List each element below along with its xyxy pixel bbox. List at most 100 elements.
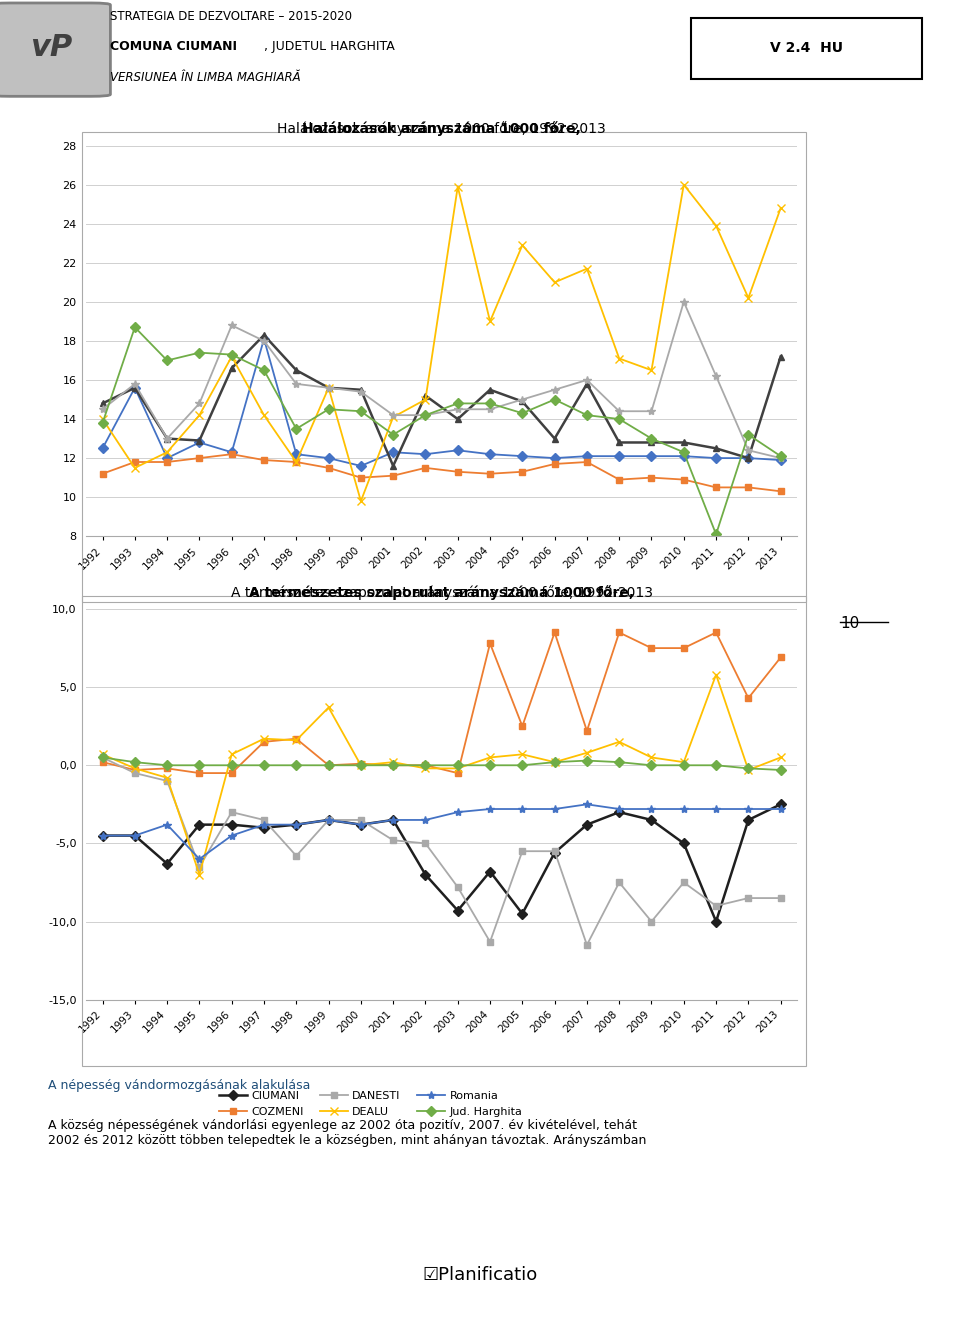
DEALU: [484, 396, 495, 412]
Text: A természetes szaporulat arányszáma 1000 főre, 1992-2013: A természetes szaporulat arányszáma 1000…: [230, 585, 653, 600]
COZMENI: [646, 363, 658, 379]
DANESTI: [161, 430, 173, 446]
Jud. Harghita: [516, 757, 528, 773]
Line: Jud. Harghita: Jud. Harghita: [99, 450, 784, 495]
Jud. Harghita: [420, 459, 431, 475]
DEALU: [323, 699, 334, 715]
CIUMANI: [97, 828, 108, 843]
Line: Romania: Romania: [98, 800, 785, 863]
DEALU: [388, 755, 399, 771]
Jud. Harghita: [549, 755, 561, 771]
Jud. Harghita: [743, 479, 755, 495]
COZMENI: [549, 625, 561, 641]
Jud. Harghita: [581, 454, 592, 470]
CIUMANI: [291, 817, 302, 833]
DEALU: [516, 747, 528, 763]
DEALU: [452, 760, 464, 776]
COZMENI: [516, 237, 528, 253]
CIUMANI: [194, 433, 205, 449]
DANESTI: [452, 401, 464, 417]
DANESTI: [420, 408, 431, 424]
CIUMANI: [420, 388, 431, 404]
Románia: [97, 441, 108, 457]
Románia: [194, 434, 205, 450]
Text: , JUDETUL HARGHITA: , JUDETUL HARGHITA: [264, 40, 395, 53]
Jud. Harghita: [388, 467, 399, 483]
DEALU: [226, 747, 237, 763]
COZMENI: [194, 408, 205, 424]
DEALU: [581, 745, 592, 761]
DEALU: [646, 749, 658, 765]
COZMENI: [194, 765, 205, 781]
DEALU: [581, 408, 592, 424]
COZMENI: [323, 380, 334, 396]
COZMENI: [420, 392, 431, 408]
DEALU: [420, 408, 431, 424]
DEALU: [388, 426, 399, 442]
CIUMANI: [291, 363, 302, 379]
DEALU: [258, 731, 270, 747]
DANESTI: [97, 749, 108, 765]
COZMENI: [388, 757, 399, 773]
Romania: [323, 812, 334, 828]
DANESTI: [581, 937, 592, 953]
Románia: [549, 450, 561, 466]
Text: vP: vP: [30, 33, 72, 62]
DANESTI: [678, 294, 689, 310]
Jud. Harghita: [710, 757, 722, 773]
Románia: [226, 445, 237, 461]
COZMENI: [743, 690, 755, 706]
CIUMANI: [484, 863, 495, 879]
Románia: [581, 449, 592, 465]
Text: Halálozások arányszáma 1000 főre,: Halálozások arányszáma 1000 főre,: [302, 122, 581, 136]
Text: STRATEGIA DE DEZVOLTARE – 2015-2020: STRATEGIA DE DEZVOLTARE – 2015-2020: [110, 11, 352, 23]
COZMENI: [355, 756, 367, 772]
DANESTI: [613, 874, 625, 890]
Legend: CIUMANI, COZMENI, DANESTI, DEALU, Romania, Jud. Harghita: CIUMANI, COZMENI, DANESTI, DEALU, Romani…: [219, 1091, 522, 1116]
DANESTI: [743, 442, 755, 458]
Romania: [129, 828, 140, 843]
Románia: [323, 450, 334, 466]
Jud. Harghita: [258, 757, 270, 773]
Romania: [97, 828, 108, 843]
Románia: [355, 458, 367, 474]
Jud. Harghita: [258, 451, 270, 467]
DEALU: [646, 430, 658, 446]
Jud. Harghita: [743, 760, 755, 776]
Line: DEALU: DEALU: [98, 670, 785, 879]
Line: CIUMANI: CIUMANI: [99, 801, 784, 925]
Text: 10: 10: [840, 616, 859, 630]
DANESTI: [323, 380, 334, 396]
COZMENI: [323, 757, 334, 773]
Legend: Románia, Jud. Harghita, CIUMANI, COZMENI, DANESTI, DEALU: Románia, Jud. Harghita, CIUMANI, COZMENI…: [169, 628, 714, 638]
Romania: [775, 801, 786, 817]
Jud. Harghita: [678, 757, 689, 773]
DANESTI: [549, 843, 561, 859]
Jud. Harghita: [129, 454, 140, 470]
CIUMANI: [226, 360, 237, 376]
DANESTI: [194, 396, 205, 412]
DEALU: [613, 410, 625, 426]
Románia: [388, 445, 399, 461]
DANESTI: [388, 408, 399, 424]
DEALU: [549, 392, 561, 408]
COZMENI: [129, 459, 140, 475]
CIUMANI: [516, 393, 528, 409]
DEALU: [194, 867, 205, 883]
Jud. Harghita: [678, 471, 689, 487]
Jud. Harghita: [388, 757, 399, 773]
Romania: [388, 812, 399, 828]
Text: V 2.4  HU: V 2.4 HU: [770, 41, 843, 54]
Line: CIUMANI: CIUMANI: [99, 331, 784, 470]
Románia: [743, 450, 755, 466]
DANESTI: [226, 318, 237, 334]
Jud. Harghita: [291, 454, 302, 470]
CIUMANI: [129, 380, 140, 396]
CIUMANI: [710, 441, 722, 457]
COZMENI: [484, 314, 495, 330]
Romania: [743, 801, 755, 817]
COZMENI: [291, 454, 302, 470]
CIUMANI: [258, 327, 270, 343]
CIUMANI: [581, 817, 592, 833]
COZMENI: [775, 200, 786, 216]
